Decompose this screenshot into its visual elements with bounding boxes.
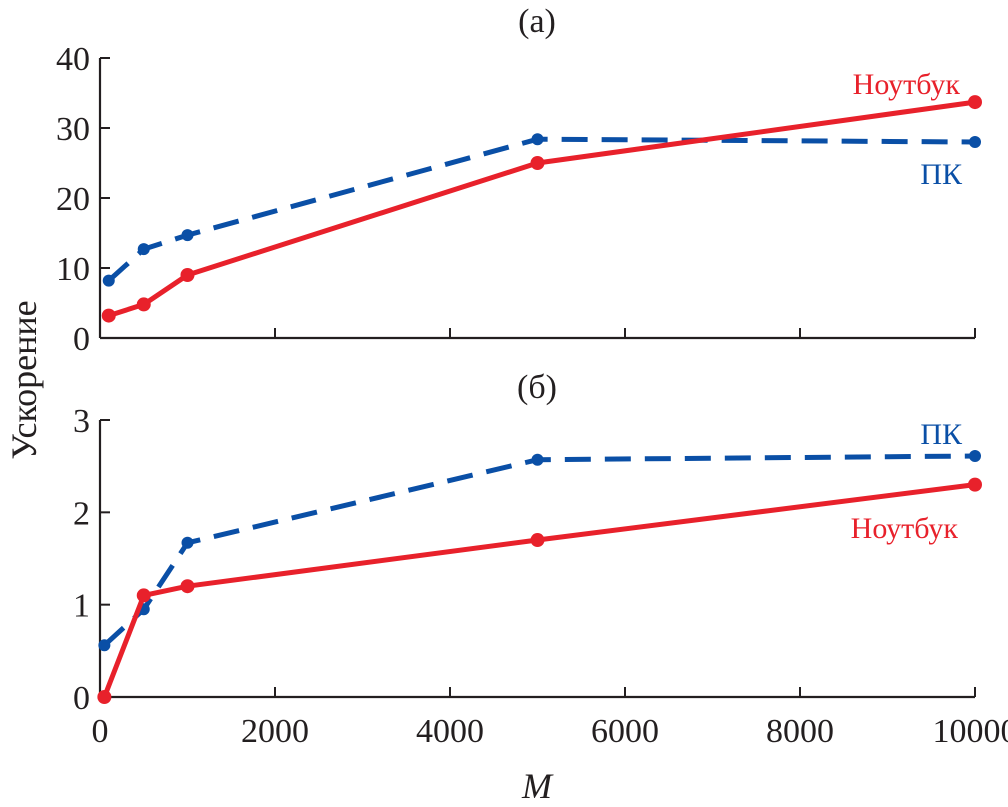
series-label-notebook-a: Ноутбук xyxy=(853,68,961,101)
x-tick-label-b: 8000 xyxy=(766,713,834,750)
x-tick-label-b: 6000 xyxy=(591,713,659,750)
y-tick-label-a: 0 xyxy=(73,321,90,358)
data-point-pc-a xyxy=(181,229,194,242)
panel-b-title: (б) xyxy=(517,369,557,406)
x-axis-label: M xyxy=(521,766,554,806)
data-point-pc-a xyxy=(969,136,981,148)
series-label-notebook-b: Ноутбук xyxy=(851,512,959,545)
data-point-notebook-b xyxy=(530,533,545,548)
y-tick-label-a: 40 xyxy=(56,41,90,78)
data-point-notebook-b xyxy=(180,579,195,594)
series-line-pc-b xyxy=(102,453,976,648)
data-point-pc-b xyxy=(531,453,544,466)
data-point-notebook-a xyxy=(101,308,116,323)
x-tick-label-b: 2000 xyxy=(241,713,309,750)
panel-a-title: (а) xyxy=(518,3,556,40)
data-point-pc-a xyxy=(531,133,544,146)
data-point-notebook-a xyxy=(180,268,195,282)
y-tick-label-b: 0 xyxy=(73,680,90,717)
series-label-pc-b: ПК xyxy=(920,418,963,451)
panel-a-chart: 0 10 20 30 40 xyxy=(56,41,982,358)
x-tick-label-b: 10000 xyxy=(933,713,1008,750)
data-point-pc-a xyxy=(137,243,150,256)
series-label-pc-a: ПК xyxy=(920,158,963,191)
data-point-pc-a xyxy=(102,274,115,287)
panel-b-chart: 0 1 2 3 0 2000 4000 6000 8000 10000 xyxy=(73,403,1008,750)
y-tick-label-b: 2 xyxy=(73,495,90,532)
y-tick-label-a: 30 xyxy=(56,111,90,148)
data-point-pc-b xyxy=(98,639,111,652)
y-tick-label-b: 1 xyxy=(73,588,90,625)
x-tick-label-b: 0 xyxy=(92,713,109,750)
y-tick-label-a: 10 xyxy=(56,251,90,288)
x-tick-label-b: 4000 xyxy=(416,713,484,750)
data-point-pc-b xyxy=(181,536,194,549)
y-tick-label-a: 20 xyxy=(56,181,90,218)
y-tick-label-b: 3 xyxy=(73,403,90,440)
data-point-notebook-b xyxy=(97,690,112,704)
data-point-pc-b xyxy=(969,450,981,463)
data-point-notebook-b xyxy=(136,588,151,603)
data-point-notebook-a xyxy=(530,156,545,170)
data-point-notebook-a xyxy=(136,297,151,312)
y-axis-label: Ускорение xyxy=(4,300,44,459)
series-line-notebook-b xyxy=(102,482,976,698)
series-line-notebook-a xyxy=(108,99,976,318)
data-point-notebook-a xyxy=(968,95,982,110)
data-point-notebook-b xyxy=(968,477,982,492)
